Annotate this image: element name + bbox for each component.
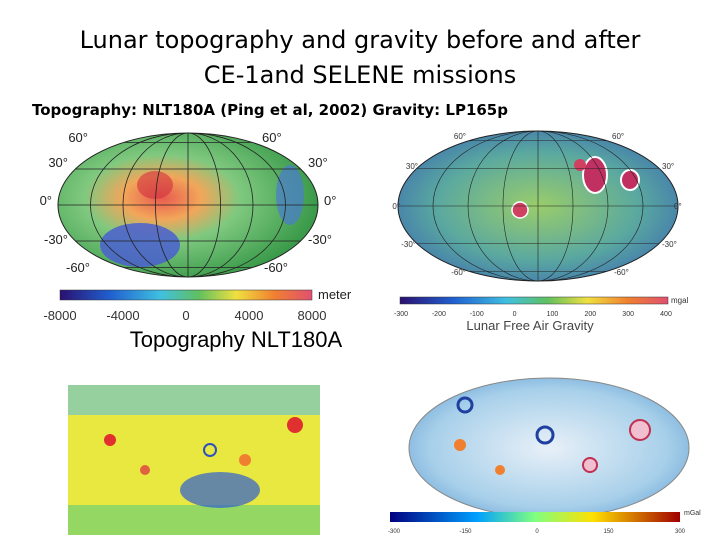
map-outline [57,132,319,278]
colorbar-tick-label: 400 [660,311,672,318]
subtitle: Topography: NLT180A (Ping et al, 2002) G… [32,101,508,119]
latitude-label: 60° [68,130,88,145]
latitude-label: -30° [401,240,416,249]
latitude-label: 30° [308,155,328,170]
latitude-label: -30° [308,232,332,247]
latitude-label: -60° [451,268,466,277]
map-caption: Topography NLT180A [130,327,343,352]
latitude-label: -60° [66,260,90,275]
colorbar-unit: mGal [684,510,701,517]
latitude-label: 60° [454,132,466,141]
colorbar-tick-label: 0 [182,308,189,323]
latitude-label: 60° [612,132,624,141]
latitude-label: -60° [264,260,288,275]
colorbar-tick-label: 0 [535,529,539,535]
latitude-label: 0° [40,193,52,208]
colorbar-tick-label: 300 [622,311,634,318]
map-caption: Lunar Free Air Gravity [466,318,594,333]
latitude-label: -60° [614,268,629,277]
colorbar-tick-label: 200 [584,311,596,318]
colorbar-tick-label: -100 [470,311,484,318]
title-line: CE-1and SELENE missions [204,61,516,89]
latitude-label: -30° [44,232,68,247]
colorbar [59,289,313,301]
latitude-label: -30° [662,240,677,249]
colorbar-unit: mgal [671,296,689,305]
colorbar-tick-label: 0 [513,311,517,318]
title-line: Lunar topography and gravity before and … [80,26,641,54]
colorbar-tick-label: -300 [388,529,401,535]
gravity-map-2 [409,378,689,518]
colorbar-tick-label: -200 [432,311,446,318]
colorbar-tick-label: -150 [459,529,472,535]
colorbar-tick-label: 100 [547,311,559,318]
colorbar-tick-label: -300 [394,311,408,318]
colorbar-tick-label: 150 [603,529,614,535]
topography-rect-map [68,385,320,535]
latitude-label: 60° [262,130,282,145]
latitude-label: 30° [662,162,674,171]
latitude-label: 0° [674,202,682,211]
colorbar-tick-label: -4000 [106,308,139,323]
colorbar-unit: meter [318,287,352,302]
latitude-label: 0° [324,193,336,208]
latitude-label: 30° [406,162,418,171]
map-outline [397,130,679,282]
colorbar [399,296,669,305]
colorbar-tick-label: 8000 [298,308,327,323]
colorbar [390,512,680,522]
colorbar-tick-label: 300 [675,529,686,535]
topography-map [58,133,318,277]
latitude-label: 0° [392,202,400,211]
colorbar-tick-label: -8000 [43,308,76,323]
gravity-map [398,131,678,281]
latitude-label: 30° [48,155,68,170]
colorbar-tick-label: 4000 [235,308,264,323]
